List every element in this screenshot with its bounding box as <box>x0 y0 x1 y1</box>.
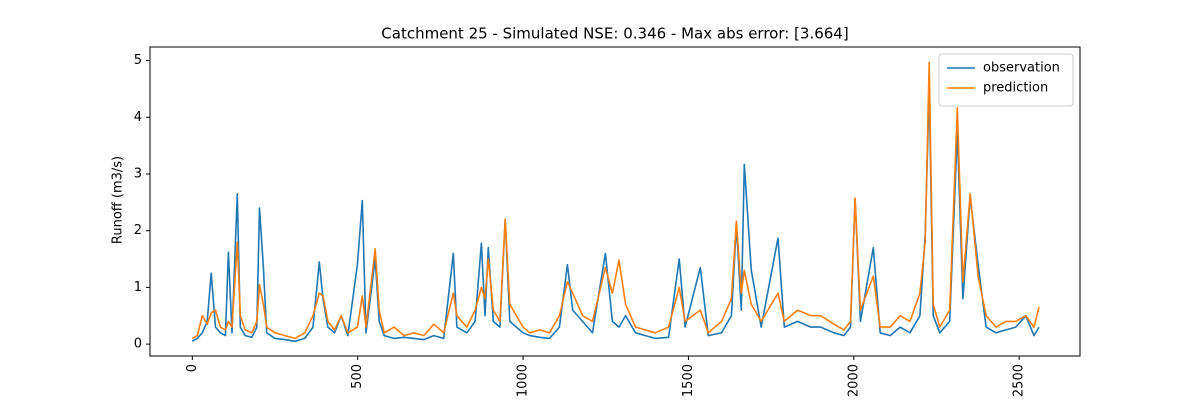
x-tick-label: 1500 <box>681 364 696 397</box>
x-tick-label: 500 <box>350 364 365 389</box>
y-tick-label: 3 <box>134 167 142 182</box>
y-axis-label: Runoff (m3/s) <box>111 156 126 244</box>
legend-label: observation <box>983 61 1060 76</box>
x-tick-label: 2000 <box>846 364 861 397</box>
legend-label: prediction <box>983 81 1048 96</box>
x-tick-label: 0 <box>185 364 200 372</box>
y-tick-label: 1 <box>134 280 142 295</box>
y-tick-label: 2 <box>134 223 142 238</box>
y-tick-label: 4 <box>134 110 142 125</box>
series-line <box>191 88 1040 343</box>
plot-frame <box>149 46 1081 357</box>
x-tick-label: 1000 <box>516 364 531 397</box>
series-line <box>191 61 1040 340</box>
y-tick-label: 5 <box>134 53 142 68</box>
x-tick-label: 2500 <box>1012 364 1027 397</box>
chart-title: Catchment 25 - Simulated NSE: 0.346 - Ma… <box>381 25 848 43</box>
legend-box <box>938 53 1074 107</box>
y-tick-label: 0 <box>134 337 142 352</box>
